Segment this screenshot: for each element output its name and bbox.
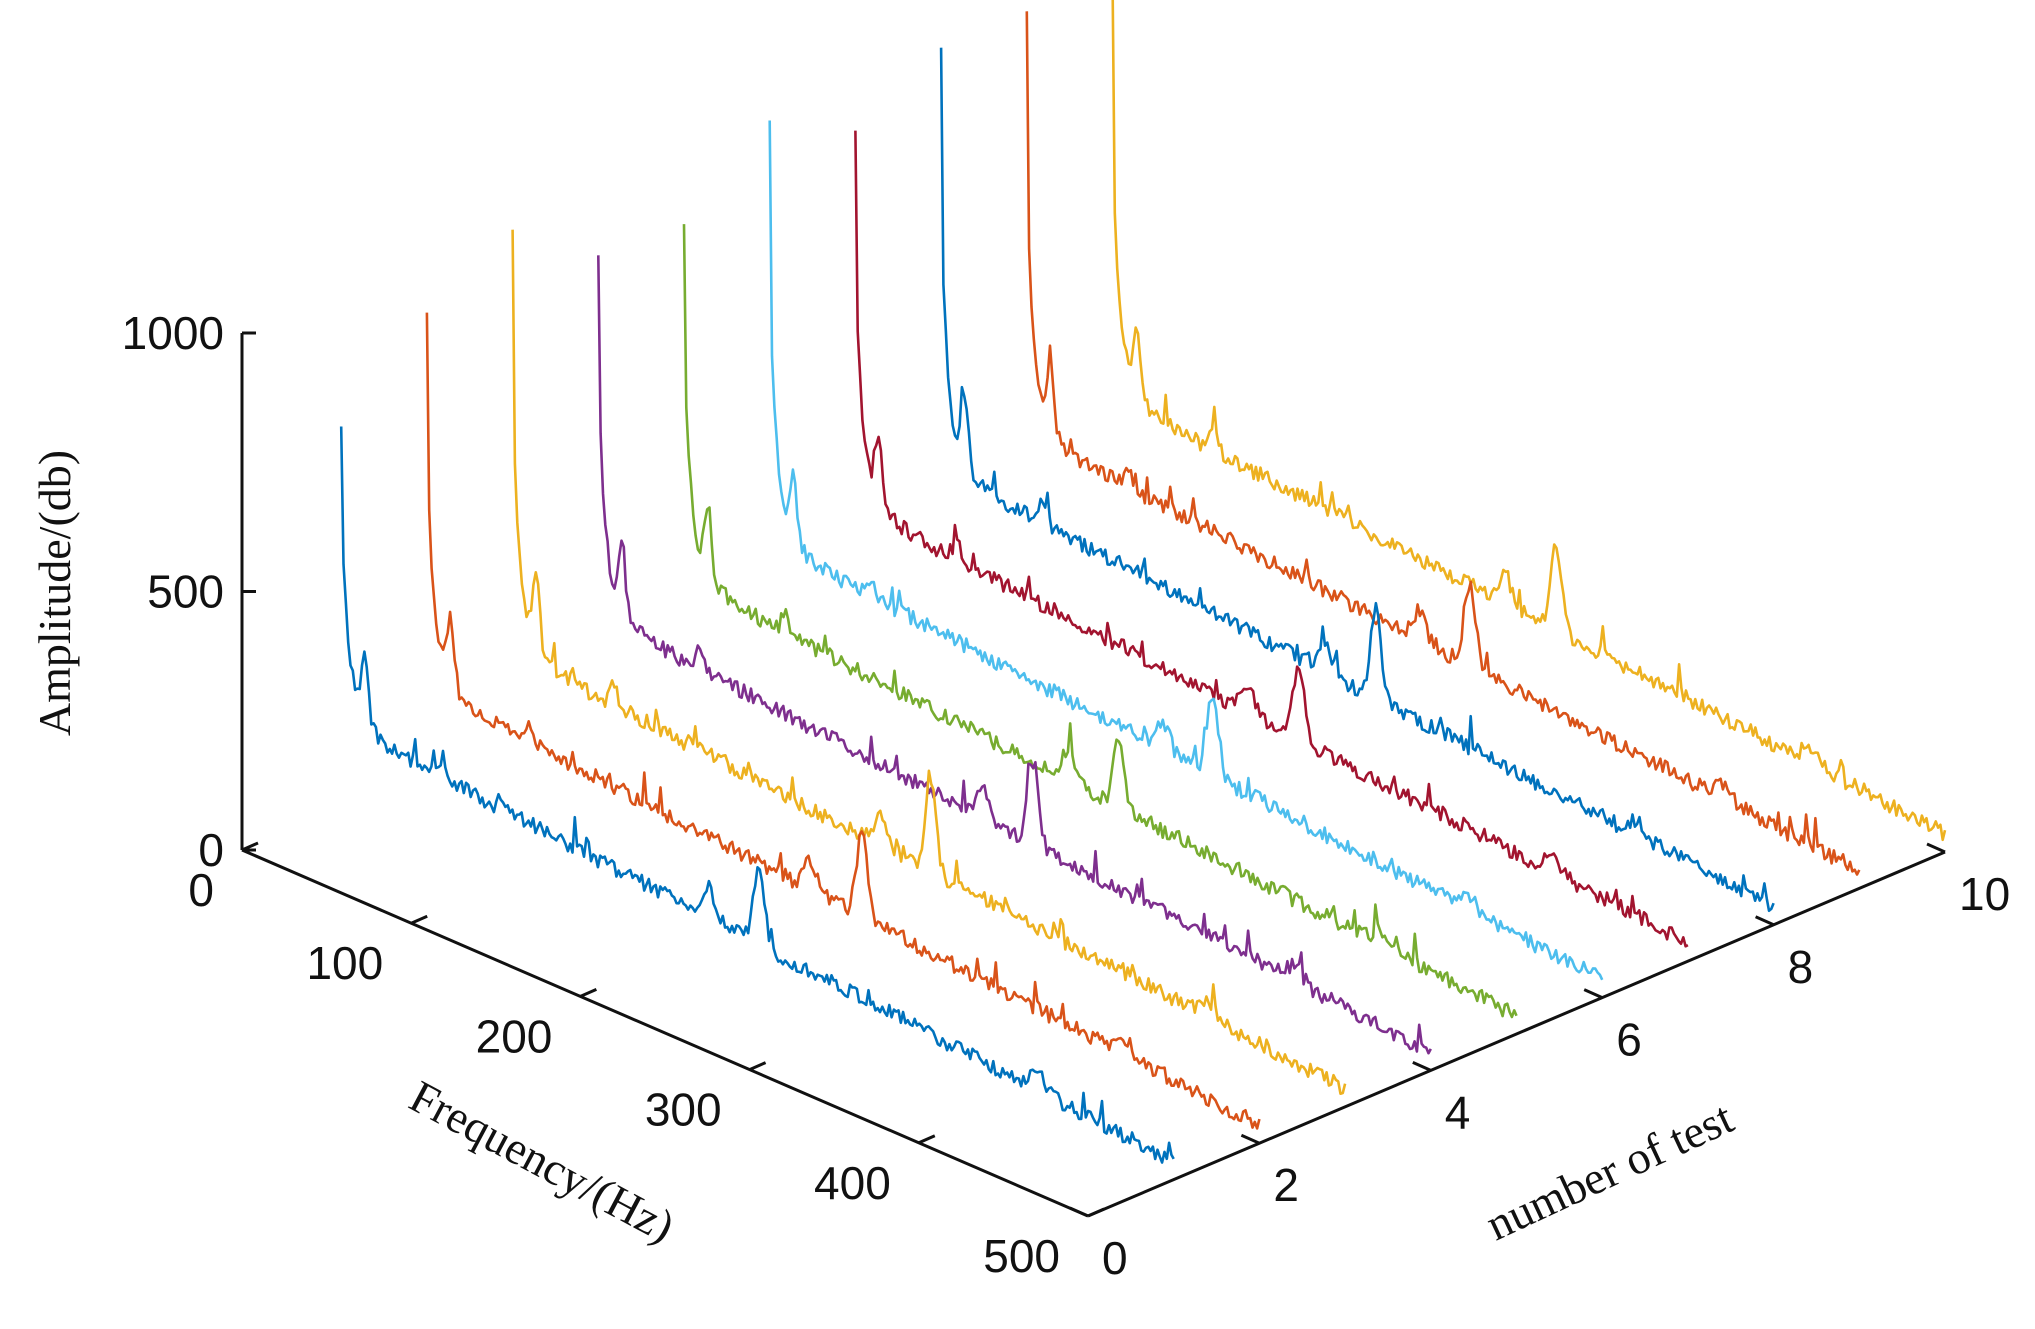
frequency-axis-label: Frequency/(Hz) [402,1070,683,1252]
series-line-test-7 [854,130,1689,948]
x-tick-label: 100 [306,937,383,989]
y-tick-label: 0 [1102,1232,1128,1284]
x-tick-mark [918,1134,936,1145]
y-tick-mark [1583,988,1603,999]
y-tick-label: 8 [1788,941,1814,993]
series-line-test-9 [1025,11,1861,876]
x-tick-mark [579,988,598,998]
y-tick-label: 4 [1445,1086,1471,1138]
x-tick-label: 300 [645,1084,722,1136]
series-line-test-5 [682,224,1518,1019]
x-tick-label: 0 [188,864,214,916]
series-line-test-4 [597,255,1432,1055]
x-tick-label: 500 [983,1230,1060,1282]
frequency-axis-line [241,848,1089,1218]
series-line-test-6 [768,120,1604,981]
series-line-test-3 [511,229,1347,1095]
y-tick-mark [1240,1133,1261,1145]
y-tick-mark [1754,915,1775,927]
x-tick-mark [748,1061,767,1071]
amplitude-axis-label: Amplitude/(db) [29,450,80,736]
test-axis-line [1087,850,1946,1218]
z-tick-label: 1000 [122,307,224,359]
x-tick-label: 200 [476,1010,553,1062]
test-axis-label: number of test [1478,1092,1741,1251]
y-tick-label: 2 [1273,1159,1299,1211]
y-tick-mark [1412,1061,1432,1072]
tick-group: 0 500 1000 0 100 200 300 400 500 0 2 4 6 8 10 [122,307,2011,1284]
series-line-test-10 [1111,0,1947,842]
x-tick-label: 400 [814,1157,891,1209]
series-line-test-8 [939,47,1775,913]
z-tick-label: 500 [147,566,224,618]
y-tick-label: 10 [1959,868,2010,920]
y-tick-mark [1926,842,1946,854]
z-tick-label: 0 [198,824,224,876]
y-tick-label: 6 [1616,1014,1642,1066]
x-tick-mark [410,914,428,925]
x-tick-mark [241,841,259,852]
series-line-test-1 [339,426,1175,1164]
series-group [339,0,1947,1164]
x-tick-mark [1087,1207,1105,1218]
y-tick-mark [1069,1206,1089,1218]
series-line-test-2 [425,312,1261,1130]
